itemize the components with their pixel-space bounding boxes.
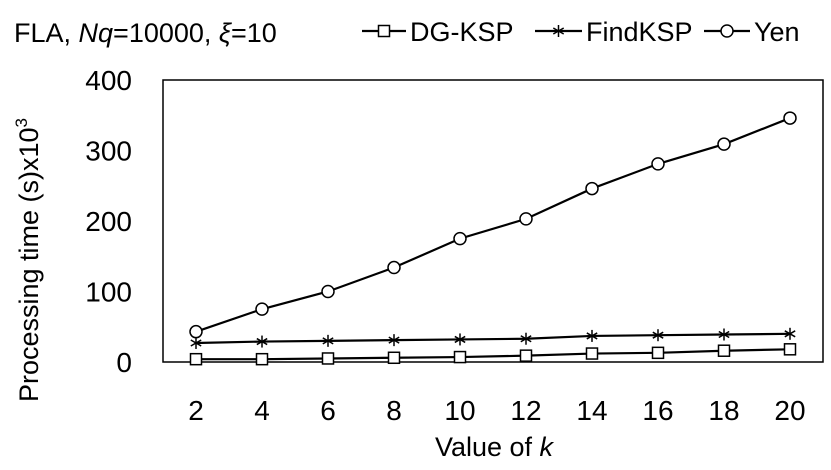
data-point-findksp bbox=[190, 336, 202, 349]
data-point-dg-ksp bbox=[321, 352, 335, 365]
data-point-dg-ksp bbox=[453, 350, 467, 364]
y-tick-label: 100 bbox=[85, 277, 132, 308]
x-tick-label: 10 bbox=[444, 395, 475, 426]
data-point-yen bbox=[387, 260, 401, 275]
data-point-yen bbox=[585, 181, 599, 196]
series-findksp bbox=[190, 327, 796, 349]
data-point-yen bbox=[519, 212, 533, 226]
x-tick-label: 4 bbox=[254, 395, 270, 426]
data-point-dg-ksp bbox=[717, 344, 731, 357]
x-tick-label: 12 bbox=[510, 395, 541, 426]
data-point-findksp-stroke bbox=[784, 330, 796, 338]
x-tick-label: 20 bbox=[774, 395, 805, 426]
title-xi-value: =10 bbox=[231, 18, 277, 48]
series-line-findksp bbox=[195, 332, 791, 345]
data-point-findksp bbox=[718, 328, 730, 341]
series-layer bbox=[189, 111, 797, 366]
data-point-yen bbox=[783, 111, 797, 125]
data-point-yen bbox=[651, 157, 665, 171]
data-point-findksp bbox=[454, 333, 466, 346]
x-axis-ticks: 2 4 6 8 10 12 14 16 18 20 bbox=[188, 395, 805, 426]
plot-area-frame bbox=[162, 79, 824, 363]
data-point-dg-ksp bbox=[651, 346, 665, 360]
x-tick-label: 6 bbox=[320, 395, 336, 426]
data-point-yen bbox=[321, 284, 335, 299]
y-axis-label: Processing time (s)x103 bbox=[12, 118, 44, 402]
legend: DG-KSP FindKSP Yen bbox=[362, 17, 800, 47]
data-point-dg-ksp bbox=[783, 343, 797, 356]
y-axis-ticks: 0 100 200 300 400 bbox=[85, 65, 132, 378]
data-point-dg-ksp bbox=[585, 347, 599, 360]
data-point-dg-ksp bbox=[255, 352, 269, 366]
data-point-yen bbox=[453, 231, 467, 246]
data-point-findksp-stroke bbox=[652, 331, 664, 339]
series-line-yen bbox=[195, 117, 791, 333]
title-xi-label: ξ bbox=[219, 18, 233, 48]
x-tick-label: 8 bbox=[386, 395, 402, 426]
legend-item-findksp: FindKSP bbox=[535, 17, 693, 47]
series-dg-ksp bbox=[189, 343, 797, 366]
legend-item-dg-ksp: DG-KSP bbox=[362, 17, 514, 47]
legend-marker-yen bbox=[720, 24, 734, 38]
y-tick-label: 400 bbox=[85, 65, 132, 96]
data-point-findksp-stroke bbox=[256, 337, 268, 346]
data-point-findksp bbox=[784, 327, 796, 340]
x-axis-label-text: Value of bbox=[435, 432, 540, 462]
data-point-findksp bbox=[652, 329, 664, 342]
data-point-findksp-stroke bbox=[322, 337, 334, 345]
data-point-findksp-stroke bbox=[520, 335, 532, 343]
data-point-findksp-stroke bbox=[586, 332, 598, 340]
legend-marker-dg-ksp bbox=[377, 24, 391, 38]
data-point-dg-ksp bbox=[387, 351, 401, 365]
x-axis-label: Value of k bbox=[435, 432, 555, 462]
data-point-dg-ksp bbox=[519, 349, 533, 362]
data-point-yen bbox=[717, 137, 731, 151]
data-point-findksp bbox=[322, 334, 334, 347]
x-tick-label: 2 bbox=[188, 395, 204, 426]
data-point-findksp bbox=[256, 335, 268, 348]
x-axis-label-var: k bbox=[540, 432, 555, 462]
data-point-yen bbox=[189, 324, 203, 339]
title-nq-value: =10000, bbox=[113, 18, 219, 48]
data-point-findksp-stroke bbox=[388, 336, 400, 344]
data-point-findksp bbox=[388, 334, 400, 347]
legend-item-yen: Yen bbox=[704, 17, 800, 47]
y-axis-label-exponent: 3 bbox=[12, 118, 31, 127]
y-tick-label: 200 bbox=[85, 206, 132, 237]
legend-marker-findksp-stroke bbox=[552, 27, 565, 35]
title-prefix: FLA, bbox=[14, 18, 79, 48]
data-point-findksp-stroke bbox=[190, 339, 202, 347]
chart-title: FLA, Nq=10000, ξ=10 bbox=[14, 18, 277, 48]
series-line-dg-ksp bbox=[196, 348, 791, 361]
data-point-yen bbox=[255, 302, 269, 316]
x-tick-label: 14 bbox=[576, 395, 607, 426]
legend-label-findksp: FindKSP bbox=[586, 17, 693, 47]
y-tick-label: 300 bbox=[85, 136, 132, 167]
x-tick-label: 18 bbox=[708, 395, 739, 426]
y-axis-label-text: Processing time (s)x10 bbox=[14, 127, 44, 402]
data-point-findksp bbox=[520, 332, 532, 345]
x-tick-label: 16 bbox=[642, 395, 673, 426]
data-point-dg-ksp bbox=[189, 352, 203, 366]
y-tick-label: 0 bbox=[116, 347, 132, 378]
data-point-findksp-stroke bbox=[454, 335, 466, 344]
series-yen bbox=[189, 111, 797, 339]
legend-marker-findksp bbox=[552, 25, 565, 37]
legend-label-dg-ksp: DG-KSP bbox=[410, 17, 514, 47]
data-point-findksp-stroke bbox=[718, 330, 730, 339]
legend-label-yen: Yen bbox=[754, 17, 800, 47]
data-point-findksp bbox=[586, 329, 598, 342]
title-nq-label: Nq bbox=[79, 18, 114, 48]
